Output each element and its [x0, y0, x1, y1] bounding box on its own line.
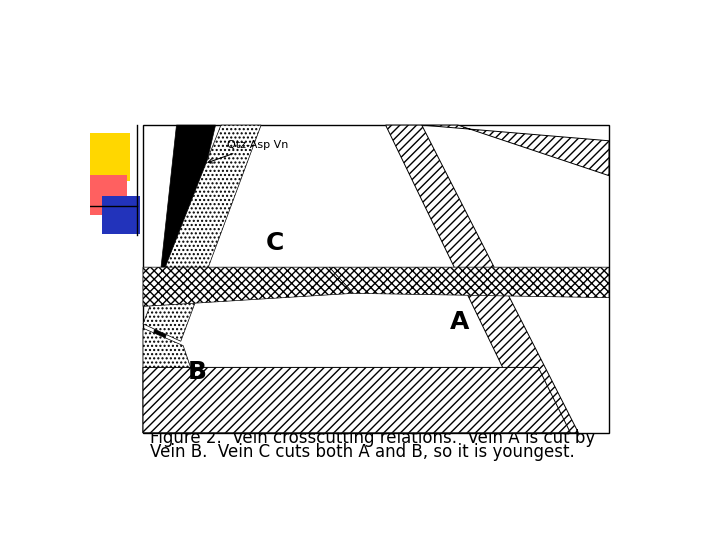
Text: C: C: [266, 231, 284, 255]
Polygon shape: [329, 267, 609, 298]
Polygon shape: [143, 328, 213, 433]
Bar: [102, 196, 140, 234]
Polygon shape: [422, 125, 609, 176]
Text: Vein B.  Vein C cuts both A and B, so it is youngest.: Vein B. Vein C cuts both A and B, so it …: [150, 443, 575, 461]
Text: Figure 2.  Vein crosscutting relations.  Vein A is cut by: Figure 2. Vein crosscutting relations. V…: [150, 429, 595, 447]
Text: Qtz-Asp Vn: Qtz-Asp Vn: [208, 140, 288, 163]
Bar: [90, 133, 130, 181]
Polygon shape: [143, 125, 261, 341]
Polygon shape: [143, 267, 354, 306]
Text: B: B: [188, 360, 207, 384]
Bar: [86, 174, 127, 215]
Polygon shape: [143, 125, 215, 433]
Polygon shape: [386, 125, 578, 433]
Text: A: A: [450, 310, 469, 334]
Polygon shape: [143, 367, 570, 433]
Bar: [143, 125, 609, 433]
